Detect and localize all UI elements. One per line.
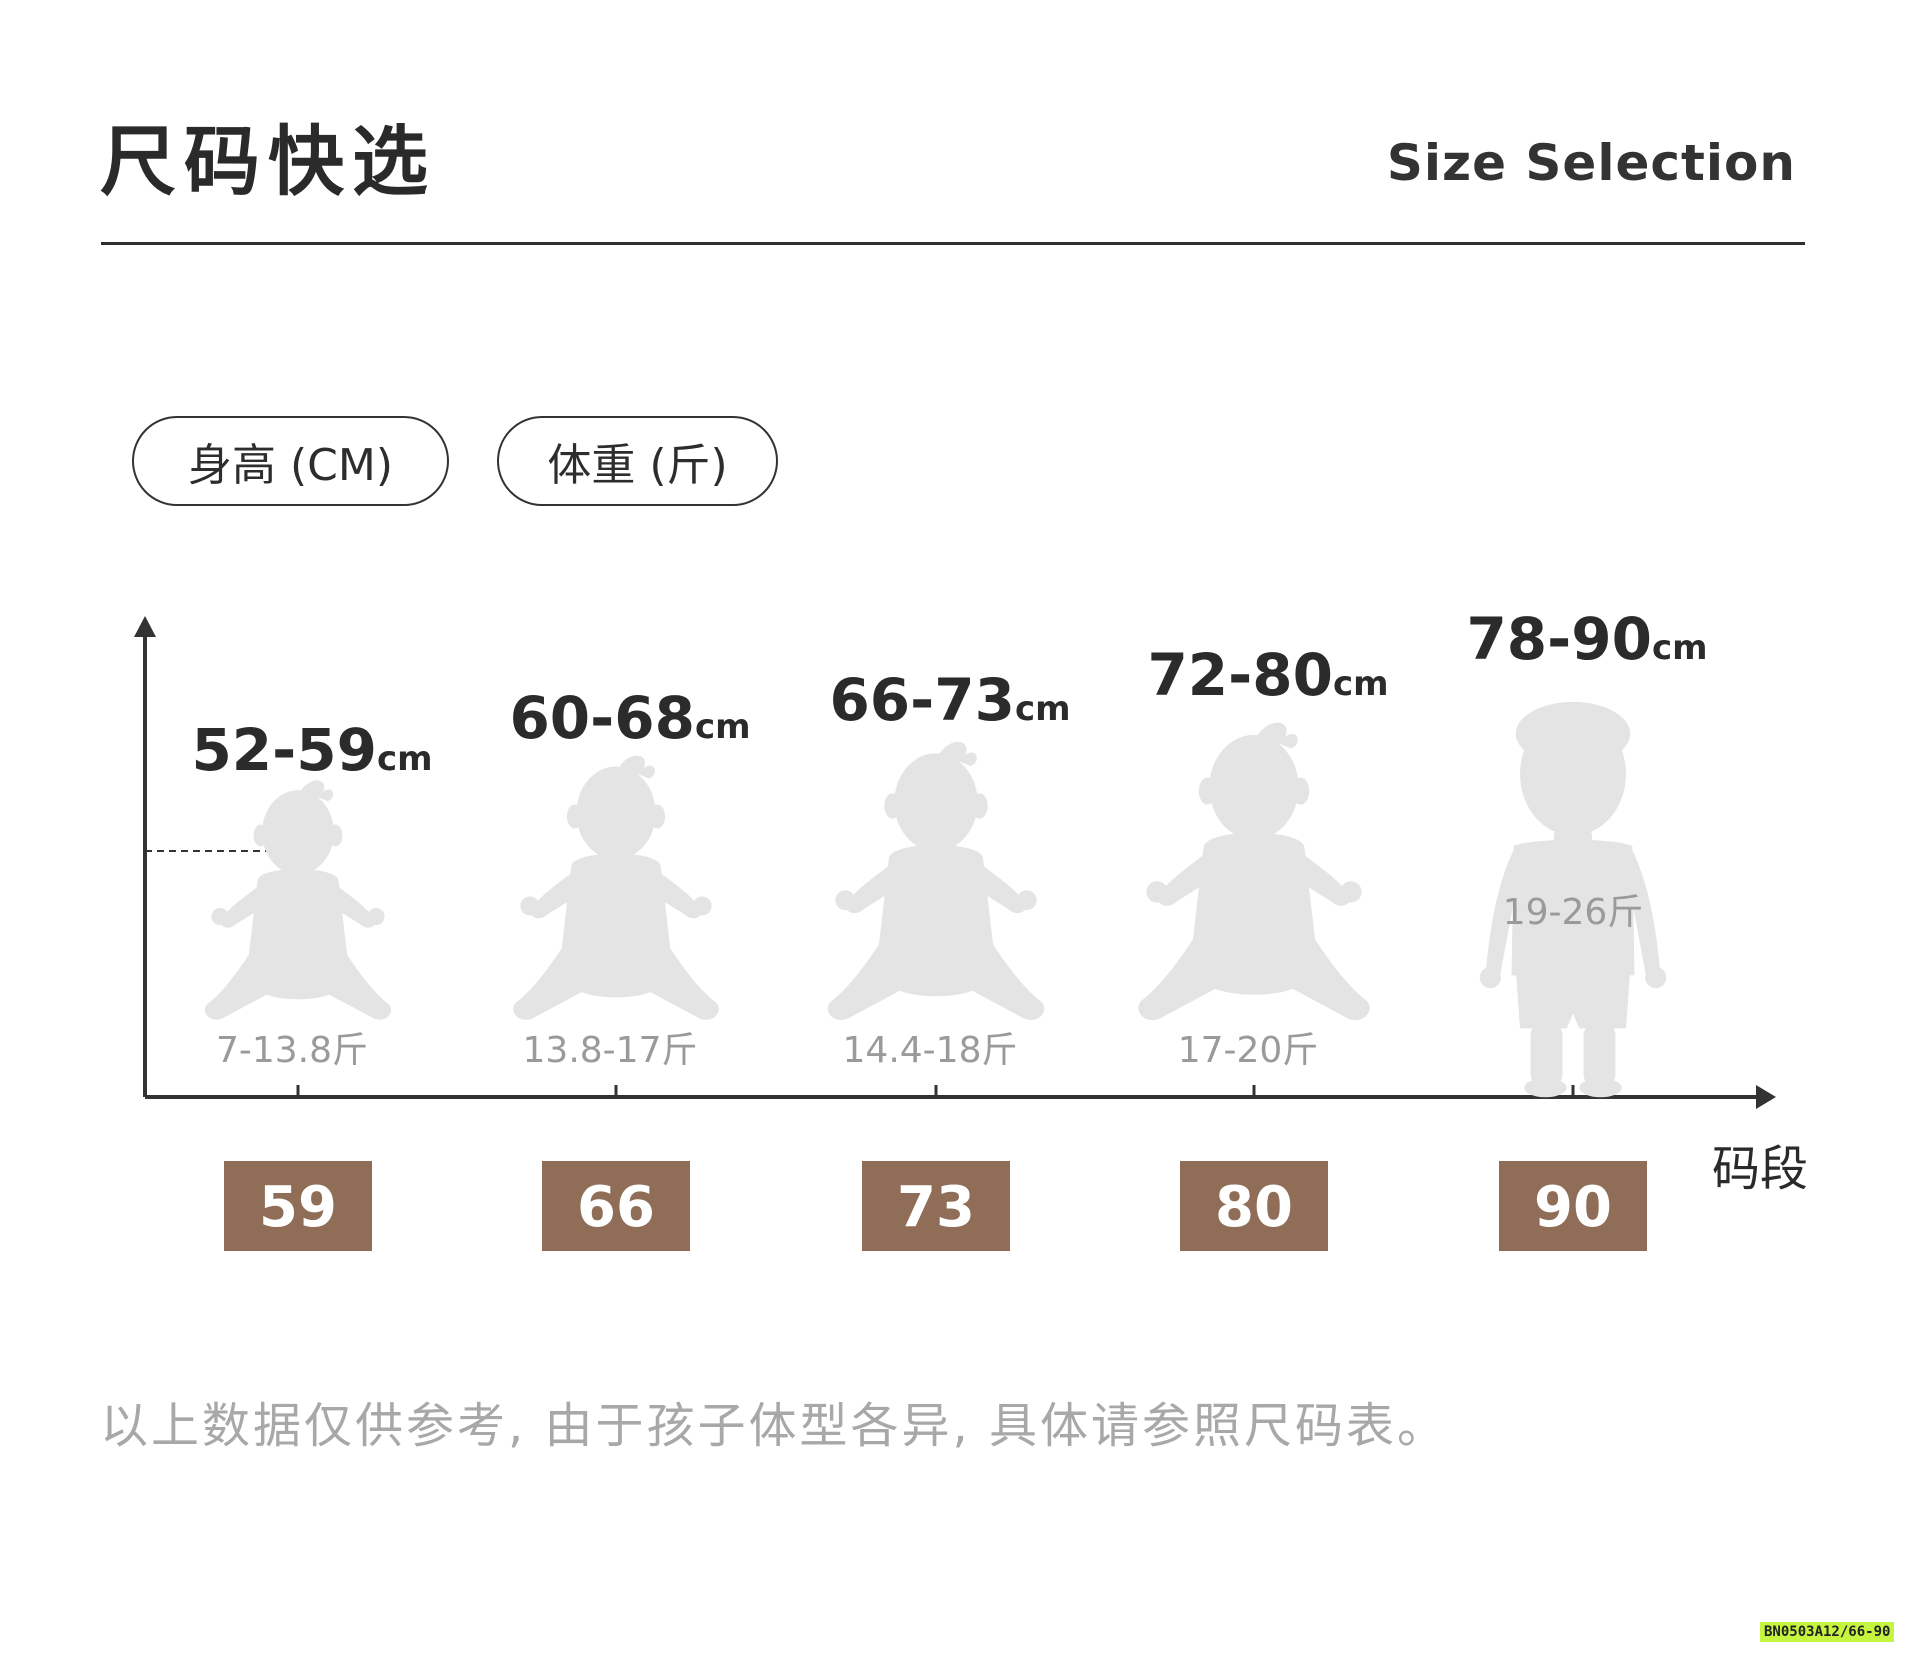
baby-sitting-icon — [827, 741, 1045, 1020]
weight-range-label: 17-20斤 — [1178, 1030, 1319, 1071]
baby-sitting-icon — [204, 780, 392, 1020]
size-badge — [1499, 1161, 1647, 1251]
height-range-label: 52-59cm — [191, 716, 432, 784]
size-badge-label: 80 — [1215, 1175, 1293, 1240]
size-badge-label: 73 — [897, 1175, 975, 1240]
page-subtitle: Size Selection — [1386, 134, 1796, 192]
size-badge-label: 90 — [1534, 1175, 1612, 1240]
weight-legend-pill: 体重 (斤) — [497, 416, 778, 506]
x-axis-label: 码段 — [1712, 1141, 1808, 1197]
header-divider — [101, 242, 1805, 245]
height-range-label: 78-90cm — [1466, 605, 1707, 673]
disclaimer-note: 以上数据仅供参考, 由于孩子体型各异, 具体请参照尺码表。 — [100, 1398, 1449, 1454]
weight-range-label: 19-26斤 — [1503, 892, 1644, 933]
size-badge-label: 66 — [577, 1175, 655, 1240]
size-badge — [224, 1161, 372, 1251]
height-range-label: 60-68cm — [509, 684, 750, 752]
weight-range-label: 7-13.8斤 — [216, 1030, 368, 1071]
size-chart: 码段 52-59cm 7-13.8斤 59 60-68cm 13.8-17斤 66 66-73… — [134, 605, 1808, 1251]
page-title: 尺码快选 — [100, 117, 436, 206]
x-axis-arrow-icon — [1756, 1085, 1776, 1109]
weight-legend-label: 体重 (斤) — [547, 440, 728, 491]
weight-range-label: 13.8-17斤 — [523, 1030, 698, 1071]
height-range-label: 72-80cm — [1147, 641, 1388, 709]
height-range-label: 66-73cm — [829, 666, 1070, 734]
size-badge — [542, 1161, 690, 1251]
y-axis-arrow-icon — [134, 616, 156, 637]
size-badge-label: 59 — [259, 1175, 337, 1240]
product-code-tag: BN0503A12/66-90 — [1760, 1622, 1895, 1642]
baby-sitting-icon — [1138, 722, 1370, 1021]
height-legend-label: 身高 (CM) — [187, 440, 393, 491]
size-badge — [1180, 1161, 1328, 1251]
baby-sitting-icon — [513, 755, 719, 1020]
weight-range-label: 14.4-18斤 — [843, 1030, 1018, 1071]
child-standing-icon — [1479, 701, 1667, 1098]
size-badge — [862, 1161, 1010, 1251]
height-legend-pill: 身高 (CM) — [132, 416, 449, 506]
